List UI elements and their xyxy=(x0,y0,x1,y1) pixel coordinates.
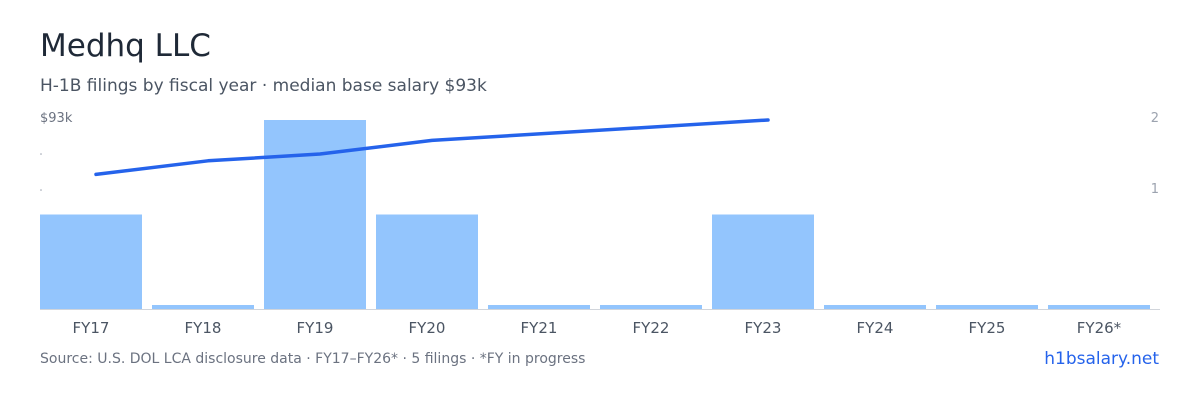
x-tick-label: FY22 xyxy=(633,319,670,337)
x-tick-label: FY17 xyxy=(73,319,110,337)
bar-fy17 xyxy=(40,214,142,309)
left-axis-dot xyxy=(40,153,42,155)
bar-fy22 xyxy=(600,305,702,309)
left-axis-dots xyxy=(40,153,42,191)
left-axis-top-label: $93k xyxy=(40,111,73,126)
left-axis-dot xyxy=(40,189,42,191)
chart-subtitle: H-1B filings by fiscal year · median bas… xyxy=(40,76,487,96)
right-axis-tick-2: 2 xyxy=(1150,111,1159,126)
x-tick-label: FY20 xyxy=(409,319,446,337)
bar-fy21 xyxy=(488,305,590,309)
bar-fy18 xyxy=(152,305,254,309)
x-tick-label: FY26* xyxy=(1077,319,1122,337)
x-tick-label: FY24 xyxy=(857,319,894,337)
salary-line-series xyxy=(94,118,770,177)
x-tick-label: FY21 xyxy=(521,319,558,337)
x-tick-label: FY25 xyxy=(969,319,1006,337)
x-tick-labels: FY17 FY18 FY19 FY20 FY21 FY22 FY23 FY24 FY25 FY26… xyxy=(73,319,1122,337)
x-tick-label: FY18 xyxy=(185,319,222,337)
right-axis-tick-1: 1 xyxy=(1150,182,1159,197)
chart-title: Medhq LLC xyxy=(40,28,211,64)
x-tick-label: FY19 xyxy=(297,319,334,337)
x-tick-label: FY23 xyxy=(745,319,782,337)
bar-fy23 xyxy=(712,214,814,309)
brand-link[interactable]: h1bsalary.net xyxy=(1044,349,1159,369)
footer-source: Source: U.S. DOL LCA disclosure data · F… xyxy=(40,351,586,367)
bar-fy26-partial xyxy=(1048,305,1150,309)
bar-fy25 xyxy=(936,305,1038,309)
bar-group xyxy=(40,120,1150,309)
bar-fy19 xyxy=(264,120,366,309)
bar-fy20 xyxy=(376,214,478,309)
bar-fy24 xyxy=(824,305,926,309)
